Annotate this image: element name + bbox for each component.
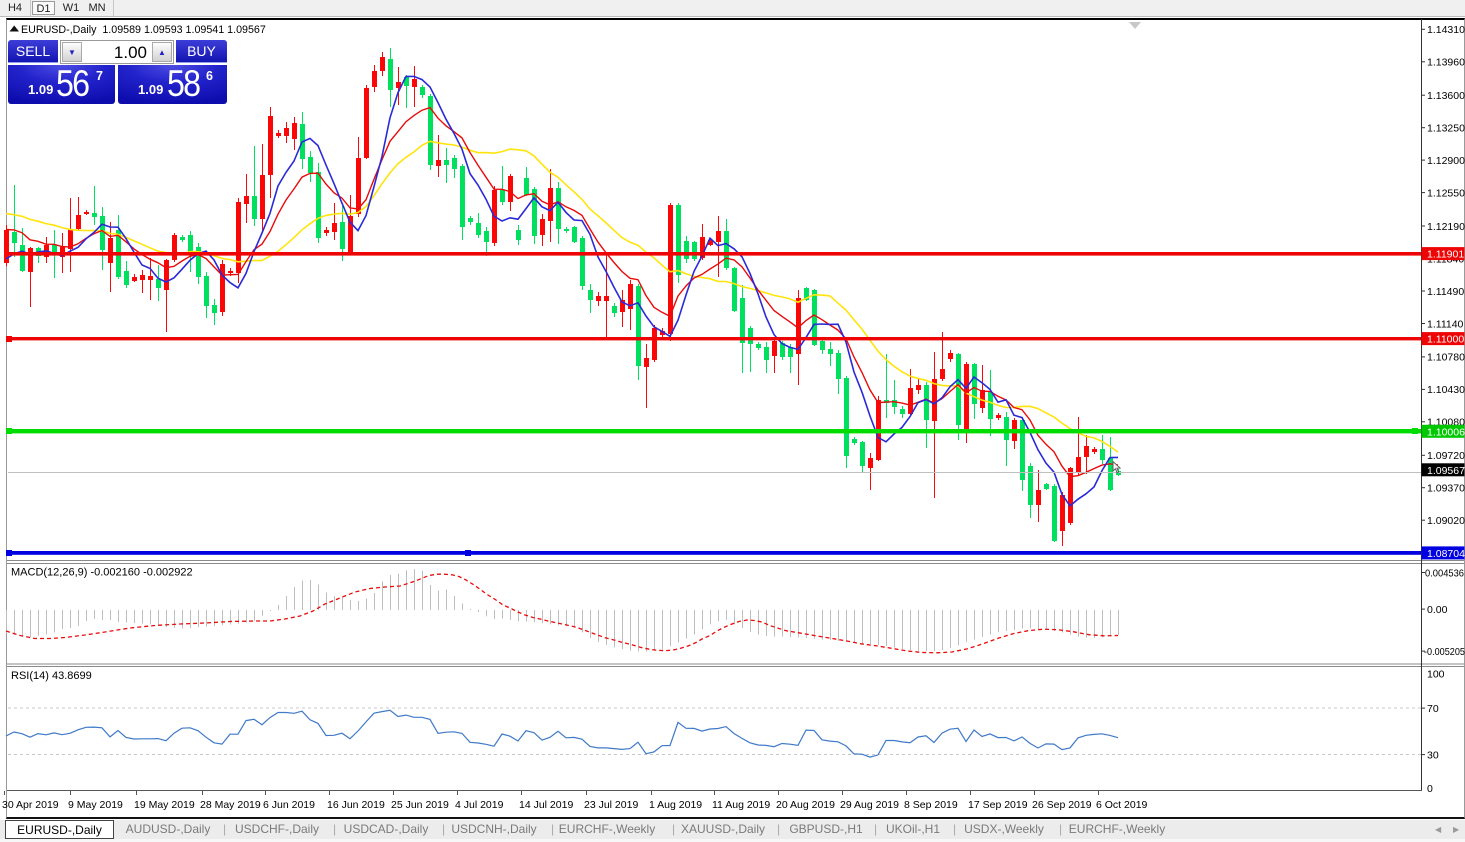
svg-text:28 May 2019: 28 May 2019 [200,799,261,811]
svg-text:MACD(12,26,9) -0.002160 -0.002: MACD(12,26,9) -0.002160 -0.002922 [11,567,193,579]
svg-text:11 Aug 2019: 11 Aug 2019 [712,799,770,811]
svg-text:0.00: 0.00 [1427,604,1448,616]
svg-text:70: 70 [1427,703,1439,715]
svg-text:4 Jul 2019: 4 Jul 2019 [455,799,504,811]
svg-text:1.09370: 1.09370 [1427,483,1465,495]
svg-text:EURUSD-,Daily 1.09589 1.09593: EURUSD-,Daily 1.09589 1.09593 1.09541 1.… [21,24,266,36]
svg-text:19 May 2019: 19 May 2019 [134,799,195,811]
svg-text:1.09567: 1.09567 [1427,465,1465,477]
svg-text:0.004536: 0.004536 [1425,567,1464,579]
svg-text:1.11000: 1.11000 [1427,334,1464,346]
svg-text:1.10780: 1.10780 [1427,352,1465,364]
svg-text:0: 0 [1427,783,1433,795]
svg-text:17 Sep 2019: 17 Sep 2019 [968,799,1028,811]
svg-text:1.12190: 1.12190 [1427,221,1465,233]
svg-text:1.13600: 1.13600 [1427,90,1465,102]
svg-text:100: 100 [1427,668,1445,680]
svg-text:6 Jun 2019: 6 Jun 2019 [263,799,315,811]
svg-text:1 Aug 2019: 1 Aug 2019 [649,799,702,811]
svg-text:1.08704: 1.08704 [1427,548,1465,560]
svg-text:1.12550: 1.12550 [1427,187,1465,199]
svg-text:-0.005205: -0.005205 [1424,646,1465,658]
svg-text:1.09020: 1.09020 [1427,515,1465,527]
svg-text:1.11490: 1.11490 [1427,286,1464,298]
svg-text:1.10430: 1.10430 [1427,384,1465,396]
svg-text:30 Apr 2019: 30 Apr 2019 [2,799,59,811]
svg-text:1.11140: 1.11140 [1427,318,1464,330]
svg-text:6 Oct 2019: 6 Oct 2019 [1096,799,1148,811]
svg-text:16 Jun 2019: 16 Jun 2019 [327,799,385,811]
svg-text:30: 30 [1427,749,1439,761]
svg-text:RSI(14) 43.8699: RSI(14) 43.8699 [11,670,92,682]
svg-text:1.13960: 1.13960 [1427,57,1465,69]
svg-text:1.12900: 1.12900 [1427,155,1465,167]
svg-text:20 Aug 2019: 20 Aug 2019 [776,799,835,811]
svg-text:23 Jul 2019: 23 Jul 2019 [584,799,638,811]
svg-text:1.10006: 1.10006 [1427,426,1465,438]
svg-text:26 Sep 2019: 26 Sep 2019 [1032,799,1092,811]
svg-text:1.11901: 1.11901 [1427,249,1464,261]
svg-text:1.13250: 1.13250 [1427,123,1465,135]
svg-text:8 Sep 2019: 8 Sep 2019 [904,799,958,811]
svg-text:29 Aug 2019: 29 Aug 2019 [840,799,899,811]
svg-text:25 Jun 2019: 25 Jun 2019 [391,799,449,811]
svg-text:1.09720: 1.09720 [1427,450,1465,462]
svg-text:9 May 2019: 9 May 2019 [68,799,123,811]
svg-text:14 Jul 2019: 14 Jul 2019 [519,799,573,811]
svg-text:1.14310: 1.14310 [1427,24,1465,36]
